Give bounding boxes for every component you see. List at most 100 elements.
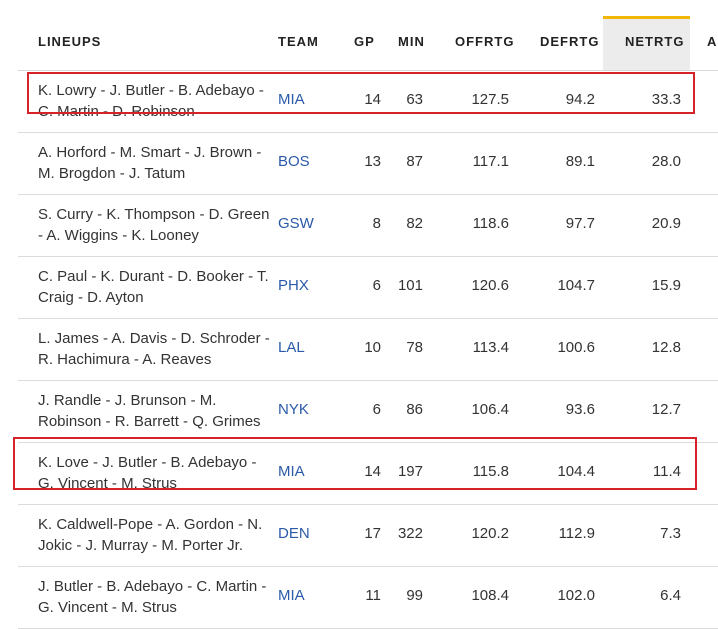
min-cell: 322 xyxy=(397,525,423,542)
gp-cell: 6 xyxy=(372,277,381,294)
table-row: K. Caldwell-Pope - A. Gordon - N. Jokic -… xyxy=(18,505,718,567)
netrtg-cell: 6.4 xyxy=(660,587,681,604)
offrtg-cell: 118.6 xyxy=(472,215,509,232)
defrtg-cell: 100.6 xyxy=(557,339,595,356)
sorted-column-highlight xyxy=(603,18,690,70)
gp-cell: 10 xyxy=(364,339,381,356)
table-row: A. Horford - M. Smart - J. Brown - M. Bro… xyxy=(18,133,718,195)
lineup-cell: A. Horford - M. Smart - J. Brown - M. Bro… xyxy=(38,143,273,184)
defrtg-cell: 93.6 xyxy=(565,401,595,418)
gp-cell: 17 xyxy=(364,525,381,542)
lineup-name-line: M. Brogdon - J. Tatum xyxy=(38,164,186,182)
lineup-name-line: K. Love - J. Butler - B. Adebayo - xyxy=(38,454,257,471)
offrtg-cell: 120.6 xyxy=(471,277,509,294)
min-cell: 63 xyxy=(406,91,423,108)
header-lineups[interactable]: LINEUPS xyxy=(38,34,102,49)
lineup-cell: J. Randle - J. Brunson - M. Robinson - R.… xyxy=(38,391,273,432)
sort-indicator-bar xyxy=(603,16,690,19)
team-link[interactable]: PHX xyxy=(278,277,309,294)
header-offrtg[interactable]: OFFRTG xyxy=(455,34,515,49)
highlight-box-row-1 xyxy=(27,72,695,114)
team-link[interactable]: MIA xyxy=(278,463,305,480)
table-header: LINEUPS TEAM GP MIN OFFRTG DEFRTG NETRTG… xyxy=(18,0,718,71)
highlight-box-row-7 xyxy=(13,437,697,490)
lineup-name-line: C. Paul - K. Durant - D. Booker - T. xyxy=(38,268,269,285)
lineup-cell: K. Love - J. Butler - B. Adebayo - G. Vin… xyxy=(38,453,273,494)
team-link[interactable]: BOS xyxy=(278,153,310,170)
defrtg-cell: 94.2 xyxy=(565,91,595,108)
team-link[interactable]: DEN xyxy=(278,525,310,542)
lineup-name-line: A. Horford - M. Smart - J. Brown - xyxy=(38,144,262,161)
lineup-cell: K. Lowry - J. Butler - B. Adebayo - C. Ma… xyxy=(38,81,273,122)
table-row: J. Randle - J. Brunson - M. Robinson - R.… xyxy=(18,381,718,443)
lineup-name-line: L. James - A. Davis - D. Schroder - xyxy=(38,330,270,347)
min-cell: 197 xyxy=(397,463,423,480)
defrtg-cell: 104.7 xyxy=(557,277,595,294)
table-body: K. Lowry - J. Butler - B. Adebayo - C. Ma… xyxy=(18,71,718,629)
defrtg-cell: 89.1 xyxy=(565,153,595,170)
header-defrtg[interactable]: DEFRTG xyxy=(540,34,600,49)
lineup-name-line: R. Hachimura - A. Reaves xyxy=(38,350,212,368)
lineup-cell: C. Paul - K. Durant - D. Booker - T. Crai… xyxy=(38,267,273,308)
table-row: K. Love - J. Butler - B. Adebayo - G. Vin… xyxy=(18,443,718,505)
table-row: C. Paul - K. Durant - D. Booker - T. Crai… xyxy=(18,257,718,319)
offrtg-cell: 113.4 xyxy=(472,339,509,356)
gp-cell: 14 xyxy=(364,463,381,480)
offrtg-cell: 120.2 xyxy=(471,525,509,542)
lineup-name-line: K. Lowry - J. Butler - B. Adebayo - xyxy=(38,82,264,99)
min-cell: 78 xyxy=(406,339,423,356)
header-team[interactable]: TEAM xyxy=(278,34,319,49)
netrtg-cell: 12.7 xyxy=(651,401,681,418)
lineup-name-line: G. Vincent - M. Strus xyxy=(38,474,177,492)
team-link[interactable]: MIA xyxy=(278,587,305,604)
team-link[interactable]: MIA xyxy=(278,91,305,108)
defrtg-cell: 104.4 xyxy=(557,463,595,480)
defrtg-cell: 97.7 xyxy=(565,215,595,232)
lineup-name-line: G. Vincent - M. Strus xyxy=(38,598,177,616)
header-gp[interactable]: GP xyxy=(354,34,375,49)
netrtg-cell: 33.3 xyxy=(651,91,681,108)
lineup-cell: L. James - A. Davis - D. Schroder - R. Ha… xyxy=(38,329,273,370)
netrtg-cell: 12.8 xyxy=(651,339,681,356)
gp-cell: 11 xyxy=(365,587,381,604)
lineup-name-line: J. Butler - B. Adebayo - C. Martin - xyxy=(38,578,267,595)
lineup-cell: J. Butler - B. Adebayo - C. Martin - G. V… xyxy=(38,577,273,618)
team-link[interactable]: NYK xyxy=(278,401,309,418)
table-row: J. Butler - B. Adebayo - C. Martin - G. V… xyxy=(18,567,718,629)
offrtg-cell: 108.4 xyxy=(471,587,509,604)
lineup-name-line: Craig - D. Ayton xyxy=(38,288,144,306)
header-overflow-column[interactable]: A xyxy=(707,34,718,49)
offrtg-cell: 117.1 xyxy=(472,153,509,170)
header-netrtg[interactable]: NETRTG xyxy=(625,34,685,49)
min-cell: 101 xyxy=(397,277,423,294)
offrtg-cell: 127.5 xyxy=(471,91,509,108)
lineup-name-line: - A. Wiggins - K. Looney xyxy=(38,226,199,244)
team-link[interactable]: GSW xyxy=(278,215,314,232)
table-row: K. Lowry - J. Butler - B. Adebayo - C. Ma… xyxy=(18,71,718,133)
min-cell: 86 xyxy=(406,401,423,418)
lineup-cell: S. Curry - K. Thompson - D. Green - A. Wi… xyxy=(38,205,273,246)
netrtg-cell: 7.3 xyxy=(660,525,681,542)
netrtg-cell: 15.9 xyxy=(651,277,681,294)
gp-cell: 8 xyxy=(372,215,381,232)
defrtg-cell: 102.0 xyxy=(557,587,595,604)
gp-cell: 13 xyxy=(364,153,381,170)
min-cell: 82 xyxy=(406,215,423,232)
team-link[interactable]: LAL xyxy=(278,339,305,356)
netrtg-cell: 20.9 xyxy=(651,215,681,232)
lineup-name-line: J. Randle - J. Brunson - M. xyxy=(38,392,217,409)
lineup-name-line: S. Curry - K. Thompson - D. Green xyxy=(38,206,270,223)
header-min[interactable]: MIN xyxy=(398,34,425,49)
offrtg-cell: 115.8 xyxy=(472,463,509,480)
lineup-name-line: K. Caldwell-Pope - A. Gordon - N. xyxy=(38,516,263,533)
lineup-name-line: Jokic - J. Murray - M. Porter Jr. xyxy=(38,536,244,554)
min-cell: 87 xyxy=(406,153,423,170)
netrtg-cell: 11.4 xyxy=(652,463,681,480)
gp-cell: 6 xyxy=(372,401,381,418)
defrtg-cell: 112.9 xyxy=(558,525,595,542)
table-row: S. Curry - K. Thompson - D. Green - A. Wi… xyxy=(18,195,718,257)
min-cell: 99 xyxy=(406,587,423,604)
offrtg-cell: 106.4 xyxy=(471,401,509,418)
gp-cell: 14 xyxy=(364,91,381,108)
table-row: L. James - A. Davis - D. Schroder - R. Ha… xyxy=(18,319,718,381)
